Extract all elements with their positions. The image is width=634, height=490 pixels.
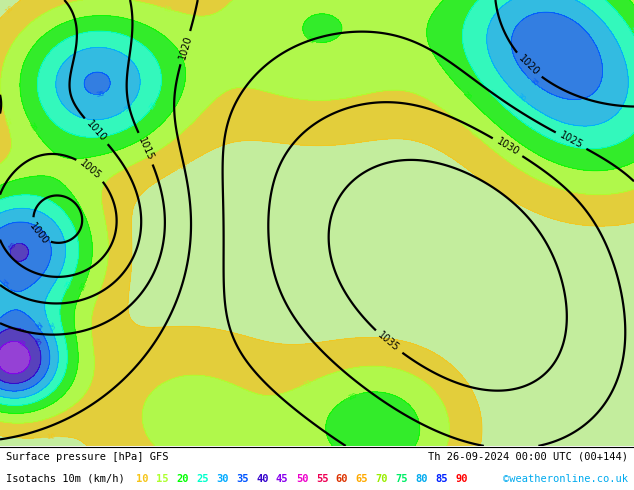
Text: 1020: 1020 bbox=[177, 34, 193, 61]
Text: 40: 40 bbox=[8, 241, 18, 251]
Text: 1010: 1010 bbox=[84, 119, 108, 144]
Text: Surface pressure [hPa] GFS: Surface pressure [hPa] GFS bbox=[6, 452, 169, 462]
Text: 50: 50 bbox=[296, 474, 308, 484]
Text: 20: 20 bbox=[79, 281, 88, 292]
Text: 1000: 1000 bbox=[27, 220, 50, 246]
Text: 10: 10 bbox=[46, 434, 56, 441]
Text: 15: 15 bbox=[162, 5, 172, 13]
Text: 35: 35 bbox=[95, 90, 105, 98]
Text: 45: 45 bbox=[16, 339, 27, 348]
Text: 30: 30 bbox=[46, 321, 55, 331]
Text: 30: 30 bbox=[515, 92, 526, 103]
Text: 1025: 1025 bbox=[558, 130, 585, 151]
Text: 60: 60 bbox=[336, 474, 348, 484]
Text: 25: 25 bbox=[65, 279, 74, 290]
Text: 65: 65 bbox=[356, 474, 368, 484]
Text: 20: 20 bbox=[347, 392, 358, 401]
Text: 35: 35 bbox=[32, 320, 42, 331]
Text: 25: 25 bbox=[627, 26, 634, 37]
Text: 20: 20 bbox=[28, 122, 37, 132]
Text: 90: 90 bbox=[456, 474, 468, 484]
Text: 20: 20 bbox=[462, 91, 472, 101]
Text: 25: 25 bbox=[148, 100, 158, 111]
Text: Isotachs 10m (km/h): Isotachs 10m (km/h) bbox=[6, 474, 125, 484]
Text: 15: 15 bbox=[156, 474, 169, 484]
Text: 35: 35 bbox=[236, 474, 249, 484]
Text: 10: 10 bbox=[178, 161, 188, 171]
Text: 15: 15 bbox=[302, 379, 313, 388]
Text: 85: 85 bbox=[436, 474, 448, 484]
Text: 20: 20 bbox=[306, 35, 316, 45]
Text: 10: 10 bbox=[136, 474, 149, 484]
Text: 35: 35 bbox=[529, 77, 540, 88]
Text: 1030: 1030 bbox=[495, 136, 521, 158]
Text: 15: 15 bbox=[469, 129, 480, 139]
Text: 75: 75 bbox=[396, 474, 408, 484]
Text: 25: 25 bbox=[196, 474, 209, 484]
Text: 1020: 1020 bbox=[516, 53, 541, 78]
Text: 1015: 1015 bbox=[136, 135, 155, 162]
Text: 25: 25 bbox=[487, 89, 497, 99]
Text: 40: 40 bbox=[32, 337, 41, 347]
Text: 10: 10 bbox=[4, 4, 15, 15]
Text: 80: 80 bbox=[416, 474, 428, 484]
Text: 35: 35 bbox=[0, 279, 9, 289]
Text: 70: 70 bbox=[376, 474, 388, 484]
Text: 1035: 1035 bbox=[376, 330, 401, 354]
Text: 30: 30 bbox=[123, 102, 134, 112]
Text: 15: 15 bbox=[3, 117, 11, 126]
Text: 30: 30 bbox=[216, 474, 229, 484]
Text: 20: 20 bbox=[176, 474, 189, 484]
Text: ©weatheronline.co.uk: ©weatheronline.co.uk bbox=[503, 474, 628, 484]
Text: 45: 45 bbox=[276, 474, 288, 484]
Text: Th 26-09-2024 00:00 UTC (00+144): Th 26-09-2024 00:00 UTC (00+144) bbox=[428, 452, 628, 462]
Text: 40: 40 bbox=[256, 474, 269, 484]
Text: 55: 55 bbox=[316, 474, 328, 484]
Text: 1005: 1005 bbox=[78, 158, 103, 181]
